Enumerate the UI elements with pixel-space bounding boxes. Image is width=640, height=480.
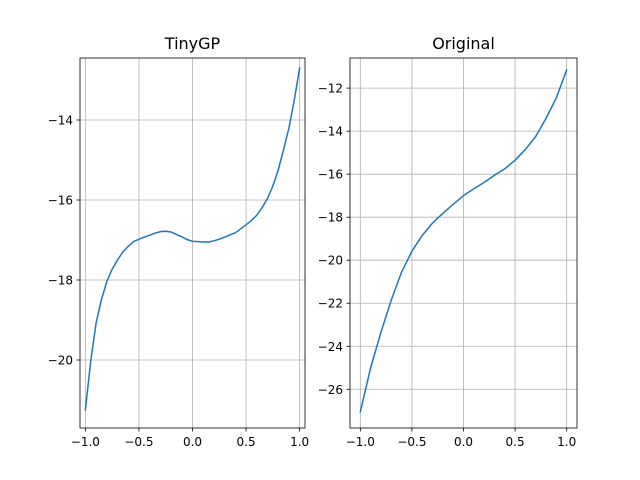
original-y-tick-label-7: −12 bbox=[318, 82, 343, 96]
original-y-tick-label-4: −18 bbox=[318, 211, 343, 225]
original-x-tick-label-2: 0.0 bbox=[454, 435, 473, 449]
original-y-tick-label-6: −14 bbox=[318, 125, 343, 139]
original-y-tick-label-5: −16 bbox=[318, 168, 343, 182]
original-title: Original bbox=[432, 34, 495, 53]
tinygp-title: TinyGP bbox=[164, 34, 221, 53]
tinygp-y-tick-label-3: −14 bbox=[48, 114, 73, 128]
original-y-tick-label-1: −24 bbox=[318, 340, 343, 354]
original-series-line-0 bbox=[359, 69, 568, 413]
tinygp-x-tick-label-0: −1.0 bbox=[71, 435, 100, 449]
original-subplot: Original −1.0 −0.5 0.0 0.5 1.0 −26 −24 −22 −20 −1… bbox=[318, 34, 578, 449]
original-x-tick-label-1: −0.5 bbox=[397, 435, 426, 449]
tinygp-x-tick-label-3: 0.5 bbox=[237, 435, 256, 449]
tinygp-x-tick-label-1: −0.5 bbox=[124, 435, 153, 449]
original-y-tick-label-0: −26 bbox=[318, 383, 343, 397]
original-x-tick-label-4: 1.0 bbox=[557, 435, 576, 449]
original-y-tick-label-2: −22 bbox=[318, 297, 343, 311]
tinygp-x-tick-label-4: 1.0 bbox=[290, 435, 309, 449]
original-y-tick-label-3: −20 bbox=[318, 254, 343, 268]
tinygp-y-tick-label-2: −16 bbox=[48, 194, 73, 208]
original-x-tick-label-3: 0.5 bbox=[506, 435, 525, 449]
original-x-tick-label-0: −1.0 bbox=[346, 435, 375, 449]
tinygp-series-line-0 bbox=[84, 67, 301, 411]
tinygp-y-tick-label-0: −20 bbox=[48, 354, 73, 368]
tinygp-y-tick-label-1: −18 bbox=[48, 274, 73, 288]
tinygp-x-tick-label-2: 0.0 bbox=[183, 435, 202, 449]
tinygp-subplot: TinyGP −1.0 −0.5 0.0 0.5 1.0 −20 −18 −16 −14 bbox=[48, 34, 310, 449]
